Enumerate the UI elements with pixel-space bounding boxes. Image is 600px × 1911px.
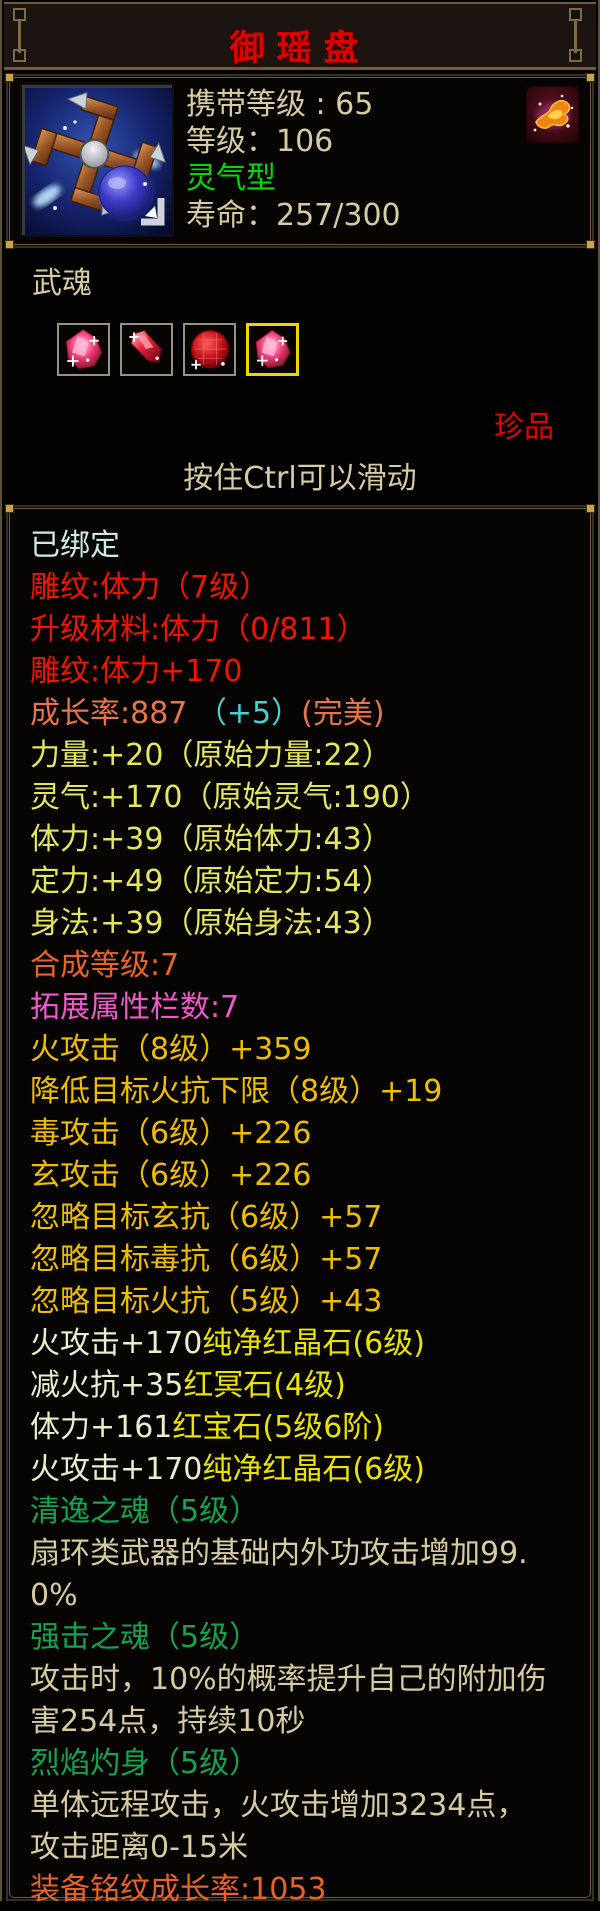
stat-segment: 减火抗+35: [30, 1368, 183, 1403]
stat-segment: 烈焰灼身（5级）: [30, 1746, 259, 1781]
stat-line: 体力+161红宝石(5级6阶): [30, 1407, 582, 1449]
stat-segment: 红宝石(5级6阶): [172, 1410, 384, 1445]
stat-segment: 清逸之魂（5级）: [30, 1494, 259, 1529]
stat-segment: 火攻击+170: [30, 1452, 202, 1487]
stat-segment: (完美): [301, 696, 384, 731]
chakram-item-icon[interactable]: [22, 85, 172, 235]
stat-segment: 已绑定: [30, 528, 120, 563]
quality-badge: 珍品: [494, 402, 554, 446]
stat-line: 火攻击+170纯净红晶石(6级): [30, 1323, 582, 1365]
stat-segment: 拓展属性栏数:7: [30, 990, 239, 1025]
stat-segment: 力量:+20（原始力量:22）: [30, 738, 392, 773]
stat-segment: 攻击时，10%的概率提升自己的附加伤: [30, 1662, 547, 1697]
stat-line: 合成等级:7: [30, 945, 582, 987]
stat-line: 害254点，持续10秒: [30, 1701, 582, 1743]
stat-line: 减火抗+35红冥石(4级): [30, 1365, 582, 1407]
fire-nature-icon: [526, 86, 579, 143]
stat-line: 升级材料:体力（0/811）: [30, 609, 582, 651]
stat-line: 忽略目标毒抗（6级）+57: [30, 1239, 582, 1281]
stat-line: 成长率:887 （+5）(完美): [30, 693, 582, 735]
stat-list-panel[interactable]: 已绑定雕纹:体力（7级） 升级材料:体力（0/811） 雕纹:体力+170 成长率:8…: [6, 505, 594, 1901]
stat-segment: 攻击距离0-15米: [30, 1830, 248, 1865]
stat-line: 烈焰灼身（5级）: [30, 1743, 582, 1785]
stat-segment: 纯净红晶石(6级): [202, 1452, 425, 1487]
stat-list: 已绑定雕纹:体力（7级） 升级材料:体力（0/811） 雕纹:体力+170 成长率:8…: [30, 525, 582, 1911]
stat-line: 降低目标火抗下限（8级）+19: [30, 1071, 582, 1113]
stat-segment: 体力+161: [30, 1410, 172, 1445]
stat-segment: 扇环类武器的基础内外功攻击增加99.: [30, 1536, 528, 1571]
stat-line: 火攻击+170纯净红晶石(6级): [30, 1449, 582, 1491]
stat-segment: 单体远程攻击，火攻击增加3234点，: [30, 1788, 526, 1823]
level-text: 等级：106: [186, 123, 401, 160]
item-title: 御瑶盘: [4, 20, 596, 71]
gem-red-shard-icon[interactable]: [120, 323, 173, 376]
stat-line: 单体远程攻击，火攻击增加3234点，: [30, 1785, 582, 1827]
stat-line: 雕纹:体力（7级）: [30, 567, 582, 609]
stat-line: 力量:+20（原始力量:22）: [30, 735, 582, 777]
stat-segment: 0%: [30, 1578, 78, 1613]
stat-line: 玄攻击（6级）+226: [30, 1155, 582, 1197]
stat-line: 已绑定: [30, 525, 582, 567]
stat-line: 0%: [30, 1575, 582, 1617]
scroll-ornament-right-icon: [569, 8, 587, 66]
stat-segment: 忽略目标火抗（5级）+43: [30, 1284, 382, 1319]
stat-line: 清逸之魂（5级）: [30, 1491, 582, 1533]
wuhun-label: 武魂: [32, 258, 92, 302]
stat-line: 强击之魂（5级）: [30, 1617, 582, 1659]
stat-line: 忽略目标火抗（5级）+43: [30, 1281, 582, 1323]
stat-line: 拓展属性栏数:7: [30, 987, 582, 1029]
stat-segment: 纯净红晶石(6级): [202, 1326, 425, 1361]
stat-segment: 忽略目标玄抗（6级）+57: [30, 1200, 382, 1235]
wuhun-section: 武魂 珍品 按住Ctrl可以滑动: [6, 248, 594, 505]
stat-segment: 定力:+49（原始定力:54）: [30, 864, 392, 899]
item-info-panel: 携带等级 : 65 等级：106 灵气型 寿命：257/300: [6, 74, 594, 248]
gem-red-cluster-icon[interactable]: [246, 323, 299, 376]
stat-segment: （+5）: [197, 696, 301, 731]
stat-segment: 装备铭纹成长率:1053: [30, 1872, 326, 1907]
stat-line: 装备铭纹成长率:1053: [30, 1869, 582, 1911]
stat-segment: 升级材料:体力（0/811）: [30, 612, 367, 647]
tooltip-titlebar: 御瑶盘: [4, 2, 596, 70]
stat-segment: 强击之魂（5级）: [30, 1620, 259, 1655]
stat-segment: 火攻击+170: [30, 1326, 202, 1361]
stat-line: 雕纹:体力+170: [30, 651, 582, 693]
stat-segment: 雕纹:体力（7级）: [30, 570, 269, 605]
stat-line: 身法:+39（原始身法:43）: [30, 903, 582, 945]
stat-line: 火攻击（8级）+359: [30, 1029, 582, 1071]
stat-line: 攻击时，10%的概率提升自己的附加伤: [30, 1659, 582, 1701]
stat-segment: 降低目标火抗下限（8级）+19: [30, 1074, 442, 1109]
stat-segment: 火攻击（8级）+359: [30, 1032, 311, 1067]
stat-line: 定力:+49（原始定力:54）: [30, 861, 582, 903]
gem-red-cluster-icon[interactable]: [57, 323, 110, 376]
scroll-hint-text: 按住Ctrl可以滑动: [6, 453, 594, 497]
stat-line: 忽略目标玄抗（6级）+57: [30, 1197, 582, 1239]
carry-level-text: 携带等级 : 65: [186, 86, 401, 123]
gem-red-round-icon[interactable]: [183, 323, 236, 376]
stat-segment: 成长率:887: [30, 696, 197, 731]
nature-type-text: 灵气型: [186, 160, 401, 197]
stat-segment: 忽略目标毒抗（6级）+57: [30, 1242, 382, 1277]
stat-segment: 合成等级:7: [30, 948, 179, 983]
stat-line: 扇环类武器的基础内外功攻击增加99.: [30, 1533, 582, 1575]
stat-line: 体力:+39（原始体力:43）: [30, 819, 582, 861]
stat-line: 攻击距离0-15米: [30, 1827, 582, 1869]
lifespan-text: 寿命：257/300: [186, 197, 401, 234]
stat-segment: 灵气:+170（原始灵气:190）: [30, 780, 430, 815]
stat-segment: 体力:+39（原始体力:43）: [30, 822, 392, 857]
gem-row: [57, 323, 299, 376]
stat-segment: 玄攻击（6级）+226: [30, 1158, 311, 1193]
stat-segment: 毒攻击（6级）+226: [30, 1116, 311, 1151]
stat-segment: 身法:+39（原始身法:43）: [30, 906, 392, 941]
stat-segment: 害254点，持续10秒: [30, 1704, 305, 1739]
stat-segment: 雕纹:体力+170: [30, 654, 243, 689]
stat-line: 灵气:+170（原始灵气:190）: [30, 777, 582, 819]
stat-segment: 红冥石(4级): [183, 1368, 346, 1403]
stat-line: 毒攻击（6级）+226: [30, 1113, 582, 1155]
